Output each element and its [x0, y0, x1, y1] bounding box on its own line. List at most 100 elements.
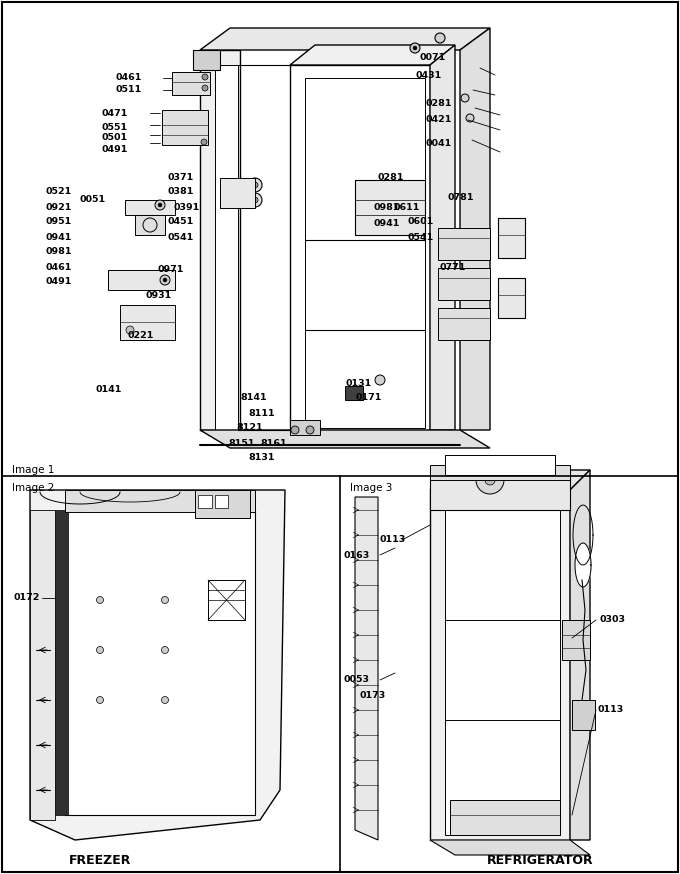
Circle shape: [97, 697, 103, 704]
Polygon shape: [290, 45, 455, 65]
Text: 0431: 0431: [415, 71, 441, 80]
Text: 0113: 0113: [380, 536, 406, 545]
Text: 0951: 0951: [46, 218, 72, 226]
Polygon shape: [430, 470, 570, 510]
Circle shape: [435, 33, 445, 43]
Polygon shape: [290, 65, 430, 430]
Polygon shape: [438, 308, 490, 340]
Circle shape: [248, 178, 262, 192]
Polygon shape: [198, 495, 212, 508]
Circle shape: [160, 275, 170, 285]
Polygon shape: [55, 510, 68, 815]
Text: 8161: 8161: [260, 439, 287, 447]
Text: Image 3: Image 3: [350, 483, 392, 493]
Circle shape: [158, 203, 162, 207]
Polygon shape: [135, 215, 165, 235]
Text: FREEZER: FREEZER: [69, 854, 131, 866]
Polygon shape: [215, 65, 238, 430]
Polygon shape: [200, 430, 490, 448]
Polygon shape: [220, 178, 255, 208]
Circle shape: [466, 114, 474, 122]
Circle shape: [248, 193, 262, 207]
Circle shape: [201, 139, 207, 145]
Circle shape: [461, 94, 469, 102]
Polygon shape: [193, 50, 220, 70]
Polygon shape: [438, 228, 490, 260]
Text: 8141: 8141: [240, 393, 267, 403]
Circle shape: [126, 326, 134, 334]
Circle shape: [410, 43, 420, 53]
Circle shape: [97, 596, 103, 604]
Text: 0113: 0113: [598, 705, 624, 715]
Text: 8131: 8131: [248, 454, 275, 462]
Text: 0551: 0551: [102, 122, 128, 131]
Text: 0511: 0511: [115, 86, 141, 94]
Polygon shape: [65, 510, 255, 815]
Text: 0071: 0071: [420, 53, 446, 63]
Text: 0541: 0541: [168, 232, 194, 241]
Circle shape: [306, 426, 314, 434]
Text: 0501: 0501: [102, 134, 128, 142]
Polygon shape: [430, 465, 570, 480]
Text: 0461: 0461: [46, 262, 72, 272]
Polygon shape: [575, 543, 591, 587]
Circle shape: [375, 375, 385, 385]
Polygon shape: [120, 305, 175, 340]
Polygon shape: [570, 470, 590, 840]
Text: 0461: 0461: [115, 73, 141, 82]
Text: 0053: 0053: [344, 676, 370, 684]
Circle shape: [485, 475, 495, 485]
Text: 0171: 0171: [355, 393, 381, 403]
Text: 0391: 0391: [173, 203, 199, 212]
Text: 0941: 0941: [373, 218, 399, 227]
Polygon shape: [108, 270, 175, 290]
Circle shape: [413, 46, 417, 50]
Text: 0281: 0281: [378, 174, 405, 183]
Text: 0173: 0173: [360, 690, 386, 699]
Text: 0303: 0303: [600, 615, 626, 625]
Text: 0981: 0981: [46, 247, 73, 256]
Polygon shape: [172, 72, 210, 95]
Circle shape: [163, 278, 167, 282]
Circle shape: [476, 466, 504, 494]
Polygon shape: [572, 700, 595, 730]
Text: 0381: 0381: [168, 188, 194, 197]
Polygon shape: [430, 840, 590, 855]
Polygon shape: [450, 800, 560, 835]
Bar: [345, 386, 363, 400]
Polygon shape: [562, 620, 590, 660]
Text: Image 2: Image 2: [12, 483, 54, 493]
Text: 0281: 0281: [425, 99, 452, 108]
Text: 0451: 0451: [168, 218, 194, 226]
Text: 0163: 0163: [344, 551, 370, 559]
Polygon shape: [195, 490, 250, 518]
Polygon shape: [200, 50, 240, 430]
Text: 0771: 0771: [440, 263, 466, 273]
Polygon shape: [30, 490, 285, 840]
Polygon shape: [498, 218, 525, 258]
Text: 0941: 0941: [46, 232, 72, 241]
Polygon shape: [355, 497, 378, 840]
Polygon shape: [430, 470, 590, 490]
Text: 0781: 0781: [448, 192, 475, 202]
Circle shape: [162, 596, 169, 604]
Circle shape: [162, 647, 169, 654]
Circle shape: [143, 218, 157, 232]
Text: 0221: 0221: [128, 330, 154, 339]
Polygon shape: [162, 110, 208, 145]
Polygon shape: [498, 278, 525, 318]
Text: 0971: 0971: [158, 266, 184, 274]
Polygon shape: [125, 200, 175, 215]
Text: 0041: 0041: [425, 138, 452, 148]
Text: 0131: 0131: [345, 379, 371, 389]
Circle shape: [579, 546, 587, 554]
Text: 0611: 0611: [394, 204, 420, 212]
Text: 0921: 0921: [46, 203, 72, 212]
Text: 0421: 0421: [425, 115, 452, 124]
Polygon shape: [290, 420, 320, 435]
Polygon shape: [65, 490, 255, 512]
Circle shape: [252, 182, 258, 188]
Text: 0051: 0051: [80, 196, 106, 205]
Circle shape: [97, 647, 103, 654]
Polygon shape: [438, 268, 490, 300]
